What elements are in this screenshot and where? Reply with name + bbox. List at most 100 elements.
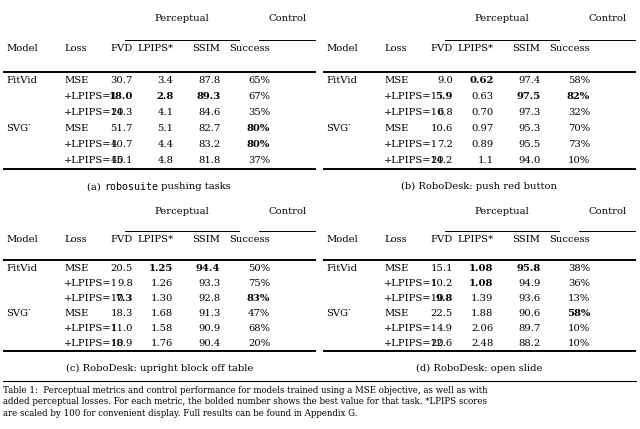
Text: 65%: 65% (248, 76, 270, 85)
Text: 38%: 38% (568, 264, 590, 273)
Text: 1.25: 1.25 (149, 264, 173, 273)
Text: 36%: 36% (568, 279, 590, 288)
Text: Model: Model (326, 235, 358, 244)
Text: 5.1: 5.1 (157, 124, 173, 133)
Text: LPIPS*: LPIPS* (138, 235, 173, 244)
Text: +LPIPS=10: +LPIPS=10 (384, 294, 445, 303)
Text: 88.2: 88.2 (518, 339, 540, 348)
Text: 81.8: 81.8 (198, 157, 220, 166)
Text: MSE: MSE (64, 124, 88, 133)
Text: Perceptual: Perceptual (475, 14, 529, 23)
Text: +LPIPS=1: +LPIPS=1 (64, 324, 118, 333)
Text: +LPIPS=10: +LPIPS=10 (384, 108, 445, 117)
Text: FVD: FVD (111, 235, 133, 244)
Text: 11.0: 11.0 (110, 324, 133, 333)
Text: SSIM: SSIM (513, 235, 540, 244)
Text: MSE: MSE (384, 124, 408, 133)
Text: FitVid: FitVid (6, 264, 37, 273)
Text: 10%: 10% (568, 157, 590, 166)
Text: 90.6: 90.6 (518, 309, 540, 318)
Text: 75%: 75% (248, 279, 270, 288)
Text: +LPIPS=10: +LPIPS=10 (384, 157, 445, 166)
Text: +LPIPS=1: +LPIPS=1 (64, 279, 118, 288)
Text: 37%: 37% (248, 157, 270, 166)
Text: Perceptual: Perceptual (155, 14, 209, 23)
Text: 4.8: 4.8 (157, 157, 173, 166)
Text: 6.8: 6.8 (437, 108, 453, 117)
Text: SSIM: SSIM (193, 235, 220, 244)
Text: MSE: MSE (64, 264, 88, 273)
Text: 47%: 47% (248, 309, 270, 318)
Text: 97.5: 97.5 (516, 92, 540, 101)
Text: Loss: Loss (64, 235, 87, 244)
Text: 89.3: 89.3 (196, 92, 220, 101)
Text: 58%: 58% (568, 76, 590, 85)
Text: SVG′: SVG′ (6, 309, 31, 318)
Text: FVD: FVD (431, 44, 453, 53)
Text: 0.70: 0.70 (471, 108, 493, 117)
Text: 13%: 13% (568, 294, 590, 303)
Text: Table 1:  Perceptual metrics and control performance for models trained using a : Table 1: Perceptual metrics and control … (3, 386, 488, 418)
Text: 93.6: 93.6 (518, 294, 540, 303)
Text: 0.89: 0.89 (471, 140, 493, 149)
Text: +LPIPS=10: +LPIPS=10 (64, 108, 125, 117)
Text: Control: Control (588, 14, 627, 23)
Text: 1.39: 1.39 (471, 294, 493, 303)
Text: 45.1: 45.1 (110, 157, 133, 166)
Text: Success: Success (550, 44, 590, 53)
Text: 1.76: 1.76 (151, 339, 173, 348)
Text: 10.6: 10.6 (431, 124, 453, 133)
Text: 15.1: 15.1 (430, 264, 453, 273)
Text: 9.0: 9.0 (437, 76, 453, 85)
Text: Model: Model (326, 44, 358, 53)
Text: 67%: 67% (248, 92, 270, 101)
Text: 10.2: 10.2 (431, 279, 453, 288)
Text: 18.3: 18.3 (111, 309, 133, 318)
Text: SSIM: SSIM (513, 44, 540, 53)
Text: 24.3: 24.3 (111, 108, 133, 117)
Text: 20.5: 20.5 (111, 264, 133, 273)
Text: 7.3: 7.3 (115, 294, 133, 303)
Text: Perceptual: Perceptual (475, 207, 529, 216)
Text: 1.26: 1.26 (151, 279, 173, 288)
Text: 51.7: 51.7 (111, 124, 133, 133)
Text: 90.4: 90.4 (198, 339, 220, 348)
Text: SVG′: SVG′ (6, 124, 31, 133)
Text: 30.7: 30.7 (111, 76, 133, 85)
Text: 1.08: 1.08 (469, 264, 493, 273)
Text: 80%: 80% (247, 124, 270, 133)
Text: 91.3: 91.3 (198, 309, 220, 318)
Text: +LPIPS=1: +LPIPS=1 (64, 140, 118, 149)
Text: 83%: 83% (247, 294, 270, 303)
Text: 3.4: 3.4 (157, 76, 173, 85)
Text: +LPIPS=10: +LPIPS=10 (64, 294, 125, 303)
Text: Model: Model (6, 235, 38, 244)
Text: 50%: 50% (248, 264, 270, 273)
Text: 92.8: 92.8 (198, 294, 220, 303)
Text: SVG′: SVG′ (326, 309, 351, 318)
Text: 68%: 68% (248, 324, 270, 333)
Text: MSE: MSE (64, 309, 88, 318)
Text: LPIPS*: LPIPS* (458, 235, 493, 244)
Text: +LPIPS=1: +LPIPS=1 (384, 279, 438, 288)
Text: 94.9: 94.9 (518, 279, 540, 288)
Text: FitVid: FitVid (6, 76, 37, 85)
Text: 9.8: 9.8 (117, 279, 133, 288)
Text: 40.7: 40.7 (111, 140, 133, 149)
Text: +LPIPS=1: +LPIPS=1 (384, 140, 438, 149)
Text: SSIM: SSIM (193, 44, 220, 53)
Text: 93.3: 93.3 (198, 279, 220, 288)
Text: 2.48: 2.48 (471, 339, 493, 348)
Text: Model: Model (6, 44, 38, 53)
Text: 87.8: 87.8 (198, 76, 220, 85)
Text: 2.8: 2.8 (156, 92, 173, 101)
Text: +LPIPS=10: +LPIPS=10 (64, 339, 125, 348)
Text: 4.4: 4.4 (157, 140, 173, 149)
Text: 24.2: 24.2 (431, 157, 453, 166)
Text: MSE: MSE (384, 264, 408, 273)
Text: 94.4: 94.4 (196, 264, 220, 273)
Text: 0.63: 0.63 (471, 92, 493, 101)
Text: (c) RoboDesk: upright block off table: (c) RoboDesk: upright block off table (66, 364, 253, 373)
Text: +LPIPS=10: +LPIPS=10 (384, 339, 445, 348)
Text: 5.9: 5.9 (435, 92, 453, 101)
